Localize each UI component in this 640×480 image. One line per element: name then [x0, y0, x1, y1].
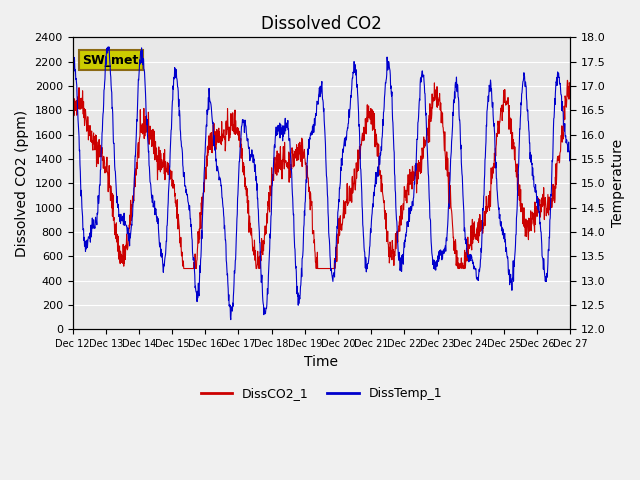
- DissTemp_1: [300, 247, 307, 253]
- DissTemp_1: [227, 317, 235, 323]
- DissCO2_1: [68, 117, 76, 122]
- DissTemp_1: [308, 123, 316, 129]
- DissTemp_1: [105, 44, 113, 50]
- Legend: DissCO2_1, DissTemp_1: DissCO2_1, DissTemp_1: [196, 382, 447, 405]
- DissTemp_1: [512, 232, 520, 238]
- X-axis label: Time: Time: [305, 355, 339, 369]
- DissCO2_1: [299, 148, 307, 154]
- DissTemp_1: [566, 149, 574, 155]
- DissTemp_1: [147, 181, 154, 187]
- DissCO2_1: [563, 77, 571, 83]
- DissCO2_1: [438, 110, 446, 116]
- DissCO2_1: [560, 103, 568, 109]
- DissCO2_1: [147, 136, 154, 142]
- DissCO2_1: [511, 159, 519, 165]
- Y-axis label: Dissolved CO2 (ppm): Dissolved CO2 (ppm): [15, 110, 29, 257]
- DissTemp_1: [561, 128, 568, 134]
- Y-axis label: Temperature: Temperature: [611, 139, 625, 228]
- DissCO2_1: [180, 265, 188, 271]
- DissTemp_1: [439, 249, 447, 255]
- Line: DissCO2_1: DissCO2_1: [72, 80, 570, 268]
- Text: SW_met: SW_met: [83, 54, 139, 67]
- Title: Dissolved CO2: Dissolved CO2: [261, 15, 382, 33]
- DissTemp_1: [68, 66, 76, 72]
- DissCO2_1: [566, 91, 574, 97]
- DissCO2_1: [308, 207, 316, 213]
- Line: DissTemp_1: DissTemp_1: [72, 47, 570, 320]
